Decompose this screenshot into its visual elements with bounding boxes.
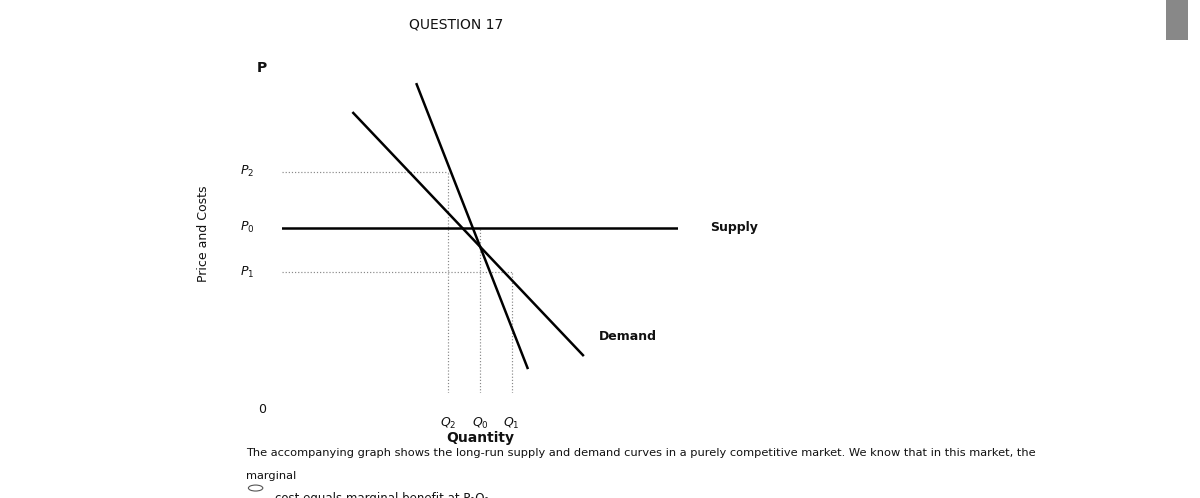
Text: QUESTION 17: QUESTION 17: [409, 17, 503, 31]
Text: 0: 0: [258, 403, 266, 416]
Text: $Q_0$: $Q_0$: [472, 416, 488, 431]
Text: $Q_2$: $Q_2$: [440, 416, 456, 431]
Text: Price and Costs: Price and Costs: [198, 186, 210, 282]
Text: Demand: Demand: [599, 330, 656, 343]
Text: Quantity: Quantity: [446, 431, 514, 445]
Bar: [1166, 0, 1188, 40]
Text: $P_1$: $P_1$: [240, 265, 254, 280]
Text: $P_2$: $P_2$: [240, 164, 254, 179]
Text: cost equals marginal benefit at P₁Q₁.: cost equals marginal benefit at P₁Q₁.: [275, 492, 493, 498]
Text: Supply: Supply: [709, 221, 757, 234]
Text: $Q_1$: $Q_1$: [503, 416, 520, 431]
Text: The accompanying graph shows the long-run supply and demand curves in a purely c: The accompanying graph shows the long-ru…: [246, 448, 1036, 458]
Text: P: P: [257, 61, 268, 75]
Text: $P_0$: $P_0$: [240, 220, 254, 235]
Text: marginal: marginal: [246, 471, 296, 481]
